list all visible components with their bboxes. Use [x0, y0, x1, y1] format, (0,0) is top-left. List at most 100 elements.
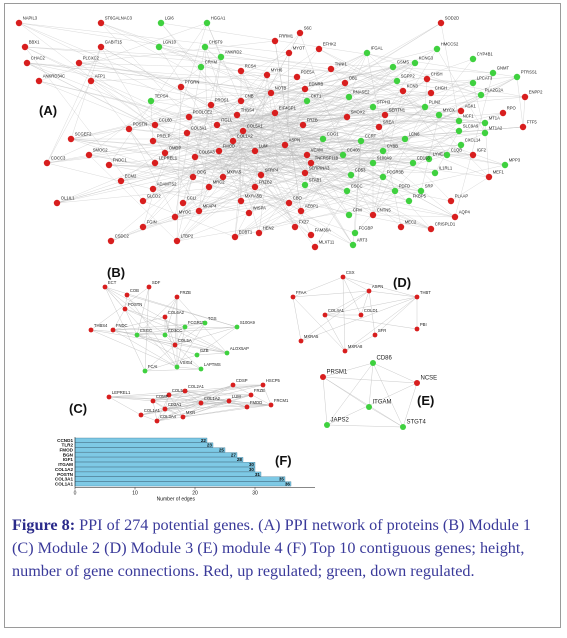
gene-node-circle	[139, 197, 147, 205]
gene-node: LEPREL1	[151, 155, 178, 167]
gene-label: CSGC	[140, 328, 152, 333]
network-edge	[279, 92, 432, 151]
module-edge	[164, 408, 184, 418]
ppi-network-figure: NAPIL3 ST6GALNAC3 LGI6 HGGA1 S6C SOD2D BBX1 GAB…	[15, 15, 543, 503]
gene-node: CRYM	[197, 59, 217, 71]
gene-node: MXR	[180, 410, 195, 420]
gene-node: LTBP2	[173, 233, 194, 245]
gene-node: MYH6	[263, 67, 283, 79]
bar-value-igf1: 28	[237, 457, 243, 462]
gene-node: IFGAL	[363, 45, 383, 57]
gene-label: COL5A1	[247, 123, 264, 128]
gene-node: MXRA8	[342, 344, 363, 354]
module-edge	[174, 344, 202, 370]
network-edge	[152, 140, 452, 202]
gene-node-circle	[303, 97, 311, 105]
gene-node: GZB	[194, 348, 209, 358]
network-edge	[242, 116, 348, 132]
gene-node: MT1A	[481, 115, 500, 127]
gene-label: SREA	[383, 119, 395, 124]
gene-node-circle	[154, 418, 160, 424]
gene-node-circle	[182, 388, 188, 394]
gene-node-circle	[469, 79, 477, 87]
gene-label: MXRA5B	[245, 193, 262, 198]
network-edge	[258, 144, 462, 161]
gene-label: FAM36A	[315, 227, 331, 232]
gene-label: MXRA8	[348, 344, 363, 349]
gene-label: COL3A4	[160, 414, 177, 419]
gene-label: SRP	[425, 183, 434, 188]
gene-node-circle	[122, 306, 128, 312]
gene-label: FFAA	[296, 290, 307, 295]
gene-node: AEBP1	[297, 203, 319, 215]
gene-label: COL1A2	[237, 133, 254, 138]
panel-label-e: (E)	[417, 393, 434, 408]
gene-node: TGS	[202, 316, 217, 326]
module-edge	[368, 290, 376, 336]
gene-label: CC408	[347, 147, 361, 152]
network-edge	[352, 140, 362, 246]
gene-node: FCGR3B	[379, 169, 404, 181]
gene-node-circle	[171, 213, 179, 221]
gene-node-circle	[149, 185, 157, 193]
module-edge	[344, 334, 376, 352]
bar-value-bgn: 27	[231, 452, 237, 457]
network-edge	[198, 154, 308, 212]
gene-node: HMCCS2	[433, 41, 459, 53]
gene-node-circle	[369, 159, 377, 167]
gene-label: SERPINA3	[309, 165, 330, 170]
gene-node-circle	[457, 107, 465, 115]
network-edge	[90, 80, 192, 152]
gene-label: CHAC2	[31, 55, 46, 60]
gene-node-circle	[521, 93, 529, 101]
network-edge	[18, 22, 290, 54]
network-edge	[258, 112, 276, 234]
network-edge	[378, 76, 518, 128]
network-edge	[142, 100, 242, 228]
network-edge	[18, 22, 271, 148]
gene-label: CCLI	[187, 195, 197, 200]
gene-node: EIF4GP1	[271, 105, 297, 117]
gene-node: GSMS	[389, 59, 409, 71]
gene-node: CCLI	[179, 195, 197, 207]
network-edge	[198, 158, 288, 212]
gene-label: FRZB	[254, 388, 265, 393]
gene-label: MT1A	[489, 115, 500, 120]
gene-node-circle	[161, 149, 169, 157]
gene-label: HMCCS2	[441, 41, 459, 46]
gene-node-circle	[301, 181, 309, 189]
gene-node-circle	[217, 53, 225, 61]
network-edge	[263, 125, 506, 166]
gene-label: CKT1	[311, 93, 322, 98]
gene-label: PRELP	[157, 133, 171, 138]
gene-node-circle	[285, 199, 293, 207]
gene-label: COB	[130, 288, 139, 293]
gene-node-circle	[499, 109, 507, 117]
gene-node-circle	[15, 19, 23, 27]
network-edge	[366, 52, 490, 178]
network-edge	[254, 94, 482, 188]
network-edge	[302, 124, 506, 166]
gene-label: CD53	[355, 167, 366, 172]
gene-node: FTF5	[519, 119, 537, 131]
gene-node: FRZB2	[251, 179, 273, 191]
gene-node: ANKRD34C	[35, 73, 65, 85]
gene-label: FMOD	[250, 400, 262, 405]
module-edge	[368, 290, 418, 298]
gene-label: GLCD2	[147, 193, 162, 198]
gene-node: FGIN	[139, 219, 157, 231]
gene-label: COL5A1	[172, 388, 189, 393]
gene-label: MXRA5	[227, 169, 242, 174]
network-edge	[240, 70, 460, 132]
gene-label: PCOLCE2	[193, 109, 213, 114]
gene-node-circle	[366, 288, 372, 294]
gene-label: MXRA5	[304, 334, 319, 339]
gene-label: STGT4	[407, 420, 427, 426]
module-edge	[322, 376, 404, 428]
network-edge	[158, 46, 234, 163]
gene-node-circle	[457, 141, 465, 149]
gene-label: CHST9	[209, 39, 223, 44]
gene-label: FGIN	[147, 219, 157, 224]
network-edge	[236, 114, 285, 164]
network-edge	[402, 90, 448, 156]
